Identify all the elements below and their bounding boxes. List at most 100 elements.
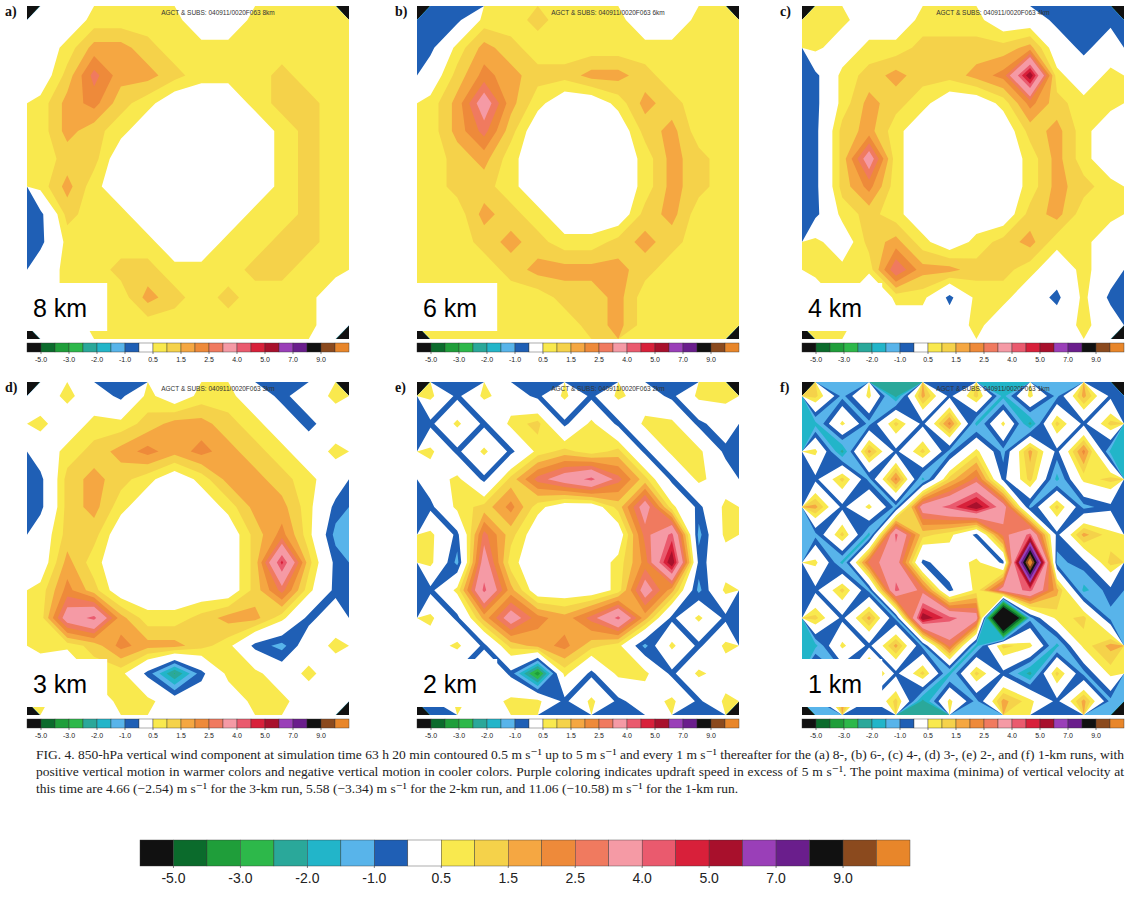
panel: AGCT & SUBS: 040911/0020F063 8kma)8 km-5… <box>5 4 349 363</box>
colorbar-box <box>237 343 251 352</box>
colorbar-tick-label: 2.5 <box>594 356 604 363</box>
colorbar-tick <box>321 728 322 730</box>
contour-band <box>27 6 349 339</box>
contour-band <box>53 440 303 649</box>
contour-band <box>802 382 1124 715</box>
colorbar-box <box>669 343 683 352</box>
colorbar-box <box>515 719 529 728</box>
colorbar-tick-label: -3.0 <box>838 356 850 363</box>
colorbar-tick-label: 4.0 <box>1007 356 1017 363</box>
colorbar-tick-label: -5.0 <box>35 356 47 363</box>
contour-band <box>1023 550 1037 575</box>
colorbar-box <box>928 719 942 728</box>
panel-header: AGCT & SUBS: 040911/0020F063 4km <box>936 9 1050 16</box>
contour-band <box>667 551 674 567</box>
colorbar-tick-label: -3.0 <box>228 870 252 886</box>
colorbar-box <box>111 719 125 728</box>
panel-header: AGCT & SUBS: 040911/0020F063 1km <box>936 385 1050 392</box>
colorbar-box <box>240 840 273 866</box>
contour-band <box>483 478 679 620</box>
colorbar-tick-label: 7.0 <box>678 356 688 363</box>
colorbar-box <box>417 343 431 352</box>
colorbar-box <box>1054 343 1068 352</box>
colorbar-box <box>237 719 251 728</box>
contour-band <box>62 544 294 629</box>
colorbar-box <box>816 343 830 352</box>
colorbar-tick-label: 5.0 <box>260 732 270 739</box>
contour-band <box>417 382 739 715</box>
colorbar-tick-label: -3.0 <box>63 732 75 739</box>
colorbar-box <box>697 719 711 728</box>
colorbar-tick <box>984 728 985 730</box>
contour-band <box>27 382 349 715</box>
colorbar-tick <box>543 728 544 730</box>
panel-header: AGCT & SUBS: 040911/0020F063 3km <box>161 385 275 392</box>
colorbar-tick <box>97 728 98 730</box>
contour-band <box>86 555 287 620</box>
panel-letter: c) <box>780 4 791 20</box>
colorbar-tick-label: 5.0 <box>1035 732 1045 739</box>
label-ground <box>27 659 107 707</box>
colorbar-tick <box>97 352 98 354</box>
colorbar-box <box>459 343 473 352</box>
colorbar-tick-label: -3.0 <box>453 732 465 739</box>
colorbar-tick-label: 2.5 <box>204 732 214 739</box>
colorbar-tick <box>816 728 817 730</box>
colorbar-box <box>501 719 515 728</box>
colorbar-tick-label: 2.5 <box>979 732 989 739</box>
colorbar-box <box>279 343 293 352</box>
contour-field <box>802 6 1124 339</box>
colorbar-tick <box>374 866 375 868</box>
colorbar-box <box>473 343 487 352</box>
colorbar-tick <box>41 728 42 730</box>
contour-band <box>417 382 739 715</box>
colorbar-tick-label: 2.5 <box>979 356 989 363</box>
colorbar-box <box>998 719 1012 728</box>
colorbar-box <box>1110 719 1124 728</box>
field-ground <box>417 6 739 339</box>
contour-band <box>919 497 1045 622</box>
contour-band <box>475 470 683 628</box>
figure-svg: AGCT & SUBS: 040911/0020F063 8kma)8 km-5… <box>0 0 1132 740</box>
colorbar-box <box>251 343 265 352</box>
colorbar-tick <box>928 352 929 354</box>
colorbar-tick <box>508 866 509 868</box>
colorbar-box <box>641 719 655 728</box>
colorbar-tick <box>515 352 516 354</box>
colorbar-tick <box>293 728 294 730</box>
colorbar-box <box>877 840 910 866</box>
colorbar-tick-label: 9.0 <box>316 356 326 363</box>
colorbar-box <box>830 719 844 728</box>
colorbar-tick <box>956 728 957 730</box>
colorbar-tick <box>843 866 844 868</box>
colorbar-box <box>293 719 307 728</box>
contour-band <box>417 6 739 339</box>
colorbar-box <box>942 719 956 728</box>
contour-band <box>417 382 739 715</box>
colorbar-box <box>844 719 858 728</box>
colorbar-tick-label: 4.0 <box>232 732 242 739</box>
colorbar-box <box>307 719 321 728</box>
resolution-label: 6 km <box>423 294 477 322</box>
colorbar-box <box>725 343 739 352</box>
contour-band <box>802 6 1124 339</box>
colorbar-tick-label: -5.0 <box>35 732 47 739</box>
contour-band <box>879 482 1048 640</box>
colorbar-tick-label: 2.5 <box>204 356 214 363</box>
colorbar-box <box>1110 343 1124 352</box>
colorbar-box <box>207 840 240 866</box>
colorbar-tick <box>1068 728 1069 730</box>
contour-band <box>460 421 692 668</box>
colorbar-tick <box>237 352 238 354</box>
colorbar-box <box>844 343 858 352</box>
colorbar-tick-label: -5.0 <box>810 732 822 739</box>
colorbar-tick-label: -1.0 <box>894 732 906 739</box>
contour-band <box>417 382 739 715</box>
colorbar-tick <box>627 352 628 354</box>
colorbar-tick-label: 1.5 <box>176 356 186 363</box>
colorbar-tick <box>153 352 154 354</box>
colorbar-box <box>55 719 69 728</box>
colorbar-tick-label: 9.0 <box>316 732 326 739</box>
colorbar-tick-label: 4.0 <box>232 356 242 363</box>
colorbar-tick-label: -3.0 <box>453 356 465 363</box>
